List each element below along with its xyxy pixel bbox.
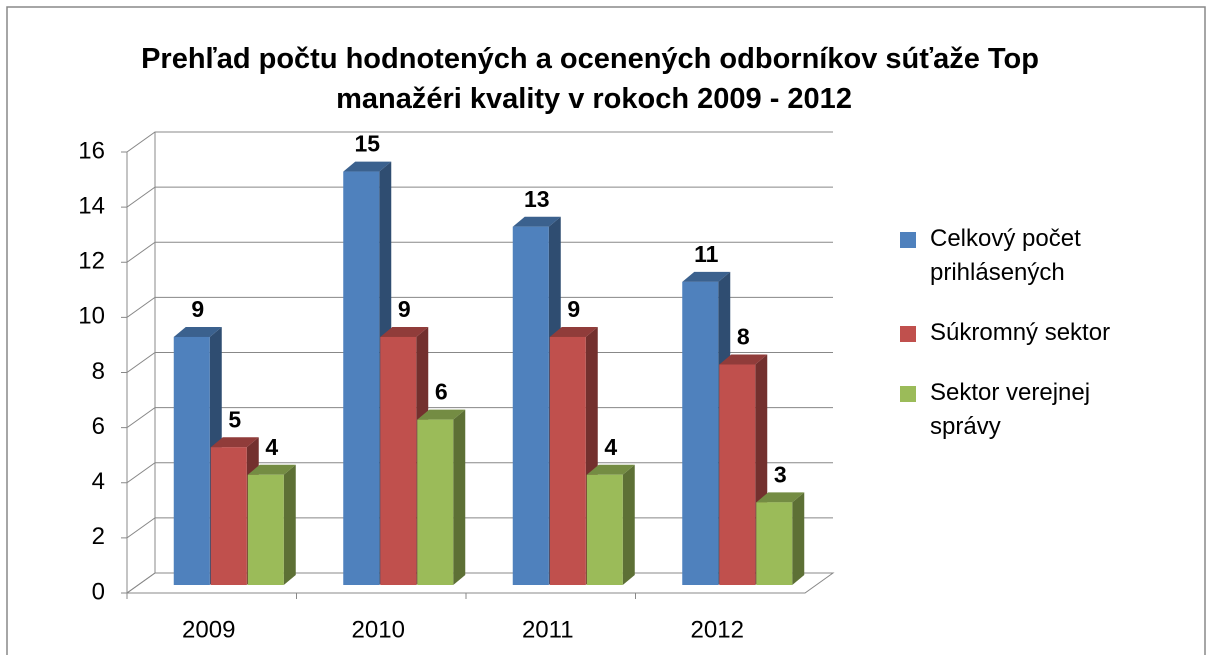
bar-front	[173, 336, 210, 585]
bar-top	[682, 271, 731, 282]
legend-label: Sektor verejnej správy	[930, 379, 1091, 440]
value-label: 9	[191, 296, 204, 322]
bar-top	[343, 161, 392, 172]
bar	[417, 409, 466, 585]
bar-side	[622, 464, 635, 585]
bar-top	[210, 437, 259, 448]
bar-top	[719, 354, 768, 365]
y-tick-label: 8	[92, 358, 105, 385]
x-tick-label: 2009	[182, 616, 235, 643]
y-tick-label: 0	[92, 578, 105, 605]
bar	[756, 492, 805, 585]
value-label: 9	[398, 296, 411, 322]
bar-top	[586, 464, 635, 475]
bar-front	[343, 171, 380, 585]
legend: Celkový počet prihlásených Súkromný sekto…	[900, 222, 1140, 470]
legend-swatch	[900, 326, 916, 342]
value-label: 4	[604, 434, 617, 460]
bar-side	[792, 492, 805, 585]
x-tick-label: 2011	[522, 616, 574, 643]
y-tick-label: 12	[78, 248, 105, 275]
bar-top	[247, 464, 296, 475]
y-tick-label: 2	[92, 523, 105, 550]
bar	[586, 464, 635, 585]
bar-top	[512, 216, 561, 227]
bar-front	[512, 226, 549, 585]
legend-item: Celkový počet prihlásených	[900, 222, 1140, 290]
legend-swatch	[900, 386, 916, 402]
value-label: 6	[435, 379, 448, 405]
y-tick-label: 16	[78, 137, 105, 164]
value-label: 13	[524, 186, 550, 212]
bar	[173, 326, 222, 585]
value-label: 8	[737, 324, 750, 350]
y-tick-label: 6	[92, 413, 105, 440]
value-label: 15	[354, 131, 380, 157]
legend-swatch	[900, 232, 916, 248]
y-tick-label: 14	[78, 192, 105, 219]
legend-label: Súkromný sektor	[930, 319, 1111, 346]
x-tick-label: 2012	[691, 616, 744, 643]
value-label: 9	[567, 296, 580, 322]
bar-side	[453, 409, 466, 585]
bar-top	[173, 326, 222, 337]
bar-front	[586, 474, 623, 585]
bar-side	[283, 464, 296, 585]
chart-title: Prehľad počtu hodnotených a ocenených od…	[141, 43, 1039, 115]
value-label: 11	[694, 241, 719, 267]
value-label: 5	[228, 406, 241, 432]
y-tick-label: 10	[78, 303, 105, 330]
legend-item: Sektor verejnej správy	[900, 376, 1140, 444]
bar-front	[549, 336, 586, 585]
bar-front	[719, 364, 756, 585]
bar-front	[247, 474, 284, 585]
legend-item: Súkromný sektor	[900, 316, 1140, 350]
bar-front	[756, 502, 793, 585]
bar-top	[417, 409, 466, 420]
bar	[247, 464, 296, 585]
x-tick-label: 2010	[352, 616, 405, 643]
bar-top	[380, 326, 429, 337]
bar-front	[682, 281, 719, 585]
bar-front	[417, 419, 454, 585]
bar-top	[756, 492, 805, 503]
bar-front	[380, 336, 417, 585]
bar-front	[210, 447, 247, 585]
value-label: 3	[774, 461, 787, 487]
legend-label: Celkový počet prihlásených	[930, 225, 1081, 286]
y-tick-label: 4	[92, 468, 105, 495]
value-label: 4	[265, 434, 278, 460]
bar-top	[549, 326, 598, 337]
